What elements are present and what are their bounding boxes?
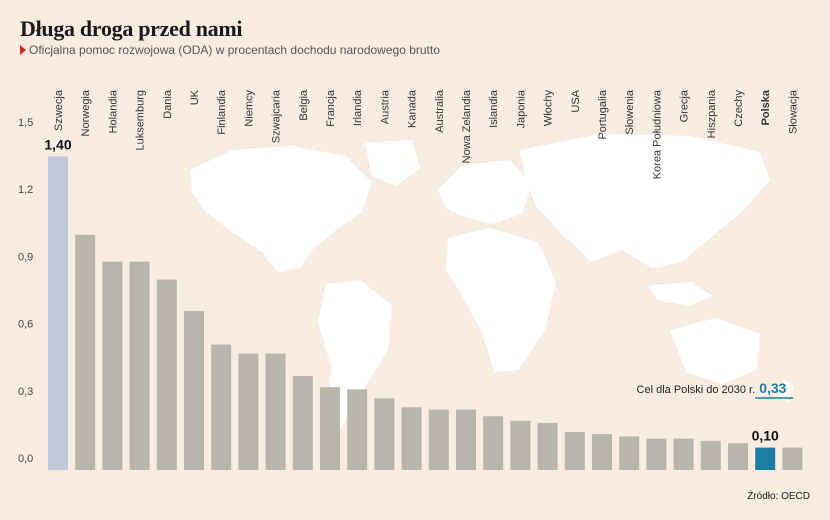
x-tick-label: Kanada xyxy=(407,89,419,128)
bar xyxy=(347,389,368,470)
x-tick-label: Niemcy xyxy=(243,90,255,127)
bar xyxy=(700,440,721,470)
world-map-background xyxy=(190,134,794,430)
red-triangle-icon xyxy=(20,45,26,55)
bar xyxy=(320,387,340,470)
x-tick-label: Słowenia xyxy=(624,89,636,135)
x-tick-label: Polska xyxy=(760,89,772,125)
data-label: 0,10 xyxy=(752,428,779,444)
chart-subtitle-text: Oficjalna pomoc rozwojowa (ODA) w procen… xyxy=(29,43,440,57)
x-tick-label: Irlandia xyxy=(352,89,364,126)
bar xyxy=(292,375,313,470)
x-tick-label: Szwecja xyxy=(53,89,65,131)
bar xyxy=(646,438,667,470)
y-tick-label: 1,5 xyxy=(18,117,33,129)
bar xyxy=(428,409,449,470)
x-tick-label: Grecja xyxy=(679,89,691,122)
y-tick-label: 0,6 xyxy=(18,319,33,331)
y-tick-label: 0,9 xyxy=(18,251,33,263)
x-tick-label: Portugalia xyxy=(597,89,609,139)
bar xyxy=(265,353,286,470)
bar xyxy=(782,447,803,470)
y-tick-label: 1,2 xyxy=(18,184,33,196)
bar xyxy=(211,344,232,470)
x-tick-label: Francja xyxy=(325,89,337,127)
x-tick-label: Norwegia xyxy=(80,89,92,136)
x-tick-label: Szwajcaria xyxy=(271,89,283,143)
bar xyxy=(184,310,204,470)
bar xyxy=(456,409,476,470)
bar xyxy=(102,261,123,470)
x-tick-label: UK xyxy=(189,89,201,105)
y-axis: 0,0 0,3 0,6 0,9 1,2 1,5 xyxy=(18,117,33,465)
y-tick-label: 0,0 xyxy=(18,453,33,465)
bar xyxy=(592,434,612,470)
bar xyxy=(401,407,422,470)
x-axis-labels: Szwecja Norwegia Holandia Luksemburg Dania UK… xyxy=(53,89,799,179)
x-tick-label: Holandia xyxy=(107,89,119,133)
x-tick-label: Australia xyxy=(434,89,446,133)
target-label: Cel dla Polski do 2030 r. xyxy=(637,384,756,396)
x-tick-label: Korea Południowa xyxy=(651,89,663,179)
x-tick-label: Islandia xyxy=(488,89,500,128)
bar xyxy=(564,431,585,470)
x-tick-label: Japonia xyxy=(515,89,527,128)
target-annotation: Cel dla Polski do 2030 r. 0,33 xyxy=(637,380,794,399)
bar xyxy=(537,422,558,470)
chart-subtitle: Oficjalna pomoc rozwojowa (ODA) w procen… xyxy=(20,43,440,57)
bar xyxy=(510,420,531,470)
bar xyxy=(374,398,395,470)
bar xyxy=(728,443,748,470)
bar xyxy=(619,436,640,470)
x-tick-label: Austria xyxy=(379,89,391,124)
y-tick-label: 0,3 xyxy=(18,386,33,398)
bar xyxy=(48,156,68,470)
x-tick-label: Luksemburg xyxy=(135,90,147,151)
x-tick-label: Czechy xyxy=(733,90,745,127)
source-note: Źródło: OECD xyxy=(747,491,810,502)
x-tick-label: Nowa Zelandia xyxy=(461,89,473,163)
data-label: 1,40 xyxy=(44,136,71,152)
bar xyxy=(483,416,504,470)
bar xyxy=(673,438,694,470)
x-tick-label: Hiszpania xyxy=(706,89,718,138)
bar xyxy=(75,234,96,470)
target-value: 0,33 xyxy=(759,380,786,396)
x-tick-label: Słowacja xyxy=(787,89,799,134)
bar xyxy=(238,353,259,470)
bar xyxy=(129,261,150,470)
x-tick-label: Dania xyxy=(162,89,174,119)
bar xyxy=(156,279,177,470)
data-labels: 1,40 0,10 xyxy=(44,136,779,443)
bars-group xyxy=(48,156,803,470)
x-tick-label: Włochy xyxy=(543,90,555,127)
x-tick-label: Belgia xyxy=(298,89,310,120)
chart-title: Długa droga przed nami xyxy=(20,16,243,41)
x-tick-label: Finlandia xyxy=(216,89,228,135)
x-tick-label: USA xyxy=(570,89,582,112)
bar xyxy=(755,447,776,470)
